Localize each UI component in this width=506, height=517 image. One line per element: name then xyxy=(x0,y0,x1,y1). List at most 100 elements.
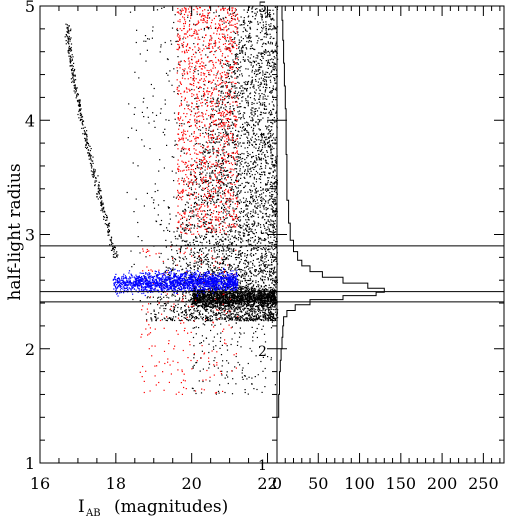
scatter-point xyxy=(216,154,218,156)
scatter-point xyxy=(238,43,240,45)
scatter-point xyxy=(233,38,235,40)
scatter-point xyxy=(70,46,72,49)
scatter-point xyxy=(251,11,254,13)
scatter-point xyxy=(175,299,177,301)
scatter-point xyxy=(213,244,215,246)
scatter-point xyxy=(215,11,217,13)
scatter-point xyxy=(265,15,267,17)
scatter-point xyxy=(229,205,231,207)
scatter-point xyxy=(220,99,222,101)
scatter-point xyxy=(103,218,105,220)
scatter-point xyxy=(250,237,252,239)
scatter-point xyxy=(246,40,248,43)
scatter-point xyxy=(236,187,238,189)
scatter-point xyxy=(146,319,148,321)
scatter-point xyxy=(242,286,244,288)
scatter-point xyxy=(268,314,270,316)
scatter-point xyxy=(220,293,222,296)
scatter-point xyxy=(258,310,260,312)
scatter-point xyxy=(266,16,268,18)
scatter-point xyxy=(269,12,271,14)
scatter-point xyxy=(188,104,190,106)
scatter-point xyxy=(267,141,269,143)
scatter-point xyxy=(242,45,244,47)
scatter-point xyxy=(265,156,267,158)
scatter-point xyxy=(172,267,174,269)
scatter-point xyxy=(257,289,259,291)
scatter-point xyxy=(227,316,229,318)
scatter-point xyxy=(224,264,226,266)
scatter-point xyxy=(260,256,262,258)
scatter-point xyxy=(232,219,234,221)
scatter-point xyxy=(138,77,140,79)
scatter-point xyxy=(220,167,222,169)
scatter-point xyxy=(221,207,223,209)
scatter-point xyxy=(225,151,228,153)
scatter-point xyxy=(230,155,232,157)
scatter-point xyxy=(169,213,171,215)
scatter-point xyxy=(230,156,233,158)
scatter-point xyxy=(175,197,177,199)
scatter-point xyxy=(271,267,273,269)
scatter-point xyxy=(260,162,262,165)
scatter-point xyxy=(220,250,223,252)
scatter-point xyxy=(165,308,167,310)
scatter-point xyxy=(245,198,247,200)
scatter-point xyxy=(176,310,178,312)
scatter-point xyxy=(238,275,240,277)
scatter-point xyxy=(249,240,251,242)
scatter-point xyxy=(227,247,229,249)
scatter-point xyxy=(237,31,239,33)
scatter-point xyxy=(210,202,212,205)
scatter-point xyxy=(180,265,182,267)
scatter-point xyxy=(239,246,241,248)
scatter-point xyxy=(250,193,252,196)
scatter-point xyxy=(197,87,200,89)
scatter-point xyxy=(197,73,199,75)
scatter-point xyxy=(259,129,261,131)
scatter-point xyxy=(240,315,242,317)
scatter-point xyxy=(182,239,184,242)
scatter-point xyxy=(212,199,214,201)
scatter-point xyxy=(206,172,208,174)
scatter-point xyxy=(269,130,271,133)
scatter-point xyxy=(191,224,193,226)
scatter-point xyxy=(207,190,209,192)
scatter-point xyxy=(101,208,103,210)
scatter-point xyxy=(189,261,191,264)
scatter-point xyxy=(72,72,74,74)
scatter-point xyxy=(219,179,221,181)
scatter-point xyxy=(269,16,271,18)
scatter-point xyxy=(198,105,200,107)
scatter-point xyxy=(250,255,253,257)
scatter-point xyxy=(68,47,70,49)
scatter-point xyxy=(262,72,264,74)
scatter-point xyxy=(235,267,237,269)
scatter-point xyxy=(163,303,165,305)
scatter-point xyxy=(220,174,223,176)
scatter-point xyxy=(241,182,243,185)
scatter-point xyxy=(274,277,276,279)
scatter-point xyxy=(249,277,251,280)
scatter-point xyxy=(248,283,250,286)
scatter-point xyxy=(247,219,249,221)
scatter-point xyxy=(228,90,230,92)
scatter-point xyxy=(273,314,275,316)
scatter-point xyxy=(268,309,270,311)
scatter-point xyxy=(202,199,204,201)
scatter-point xyxy=(187,194,189,197)
scatter-point xyxy=(244,54,246,56)
scatter-point xyxy=(251,114,253,116)
scatter-point xyxy=(74,74,76,76)
scatter-point xyxy=(143,97,145,99)
scatter-point xyxy=(259,89,261,91)
scatter-point xyxy=(99,196,101,198)
scatter-point xyxy=(244,107,246,109)
scatter-point xyxy=(275,89,277,91)
scatter-point xyxy=(70,65,72,67)
scatter-point xyxy=(78,105,80,107)
scatter-point xyxy=(272,272,274,274)
scatter-point xyxy=(205,263,207,265)
scatter-point xyxy=(259,224,262,226)
scatter-point xyxy=(254,112,256,115)
